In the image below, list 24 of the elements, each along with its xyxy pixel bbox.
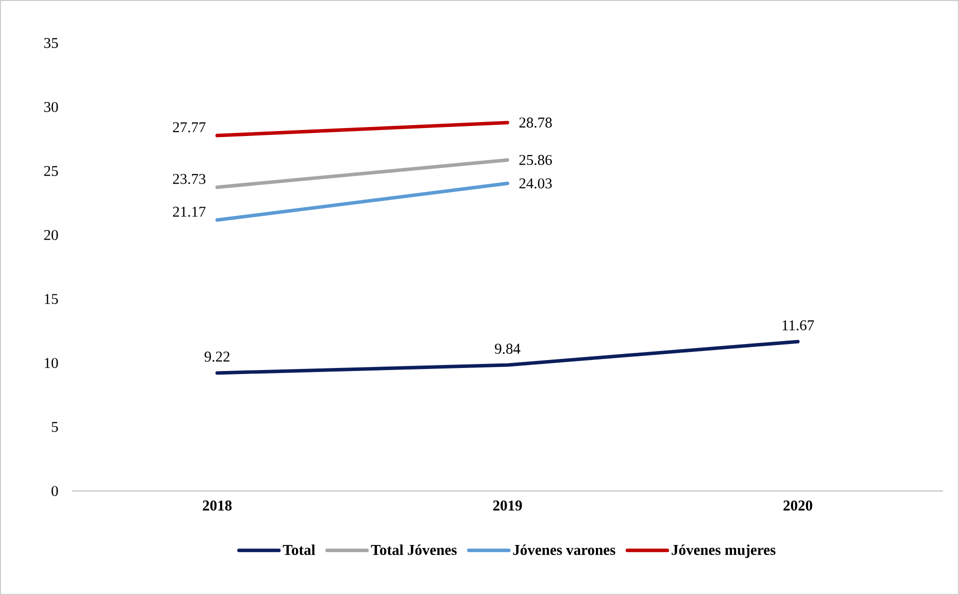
x-tick-label: 2018 xyxy=(202,500,232,511)
y-tick-label: 10 xyxy=(44,358,58,368)
x-tick-label: 2019 xyxy=(493,500,522,511)
x-tick-label: 2020 xyxy=(784,500,812,511)
y-tick-label: 30 xyxy=(44,102,58,112)
data-label: 27.77 xyxy=(173,122,206,132)
legend-label: Total xyxy=(282,544,316,555)
y-tick-label: 0 xyxy=(52,486,58,496)
data-label: 24.03 xyxy=(519,178,552,188)
y-tick-label: 35 xyxy=(44,38,58,48)
data-label: 25.86 xyxy=(519,154,552,166)
legend-label: Jóvenes varones xyxy=(513,544,616,555)
data-label: 28.78 xyxy=(519,118,552,128)
data-label: 9.22 xyxy=(204,352,230,362)
data-label: 9.84 xyxy=(494,344,520,354)
data-label: 21.17 xyxy=(173,206,206,217)
data-label: 11.67 xyxy=(782,320,814,330)
y-tick-label: 15 xyxy=(44,294,58,304)
legend-label: Total Jóvenes xyxy=(371,544,457,555)
y-tick-label: 5 xyxy=(52,422,58,432)
legend-label: Jóvenes mujeres xyxy=(672,544,776,558)
y-tick-label: 20 xyxy=(44,230,58,240)
data-label: 23.73 xyxy=(173,174,206,184)
y-tick-label: 25 xyxy=(44,166,58,176)
